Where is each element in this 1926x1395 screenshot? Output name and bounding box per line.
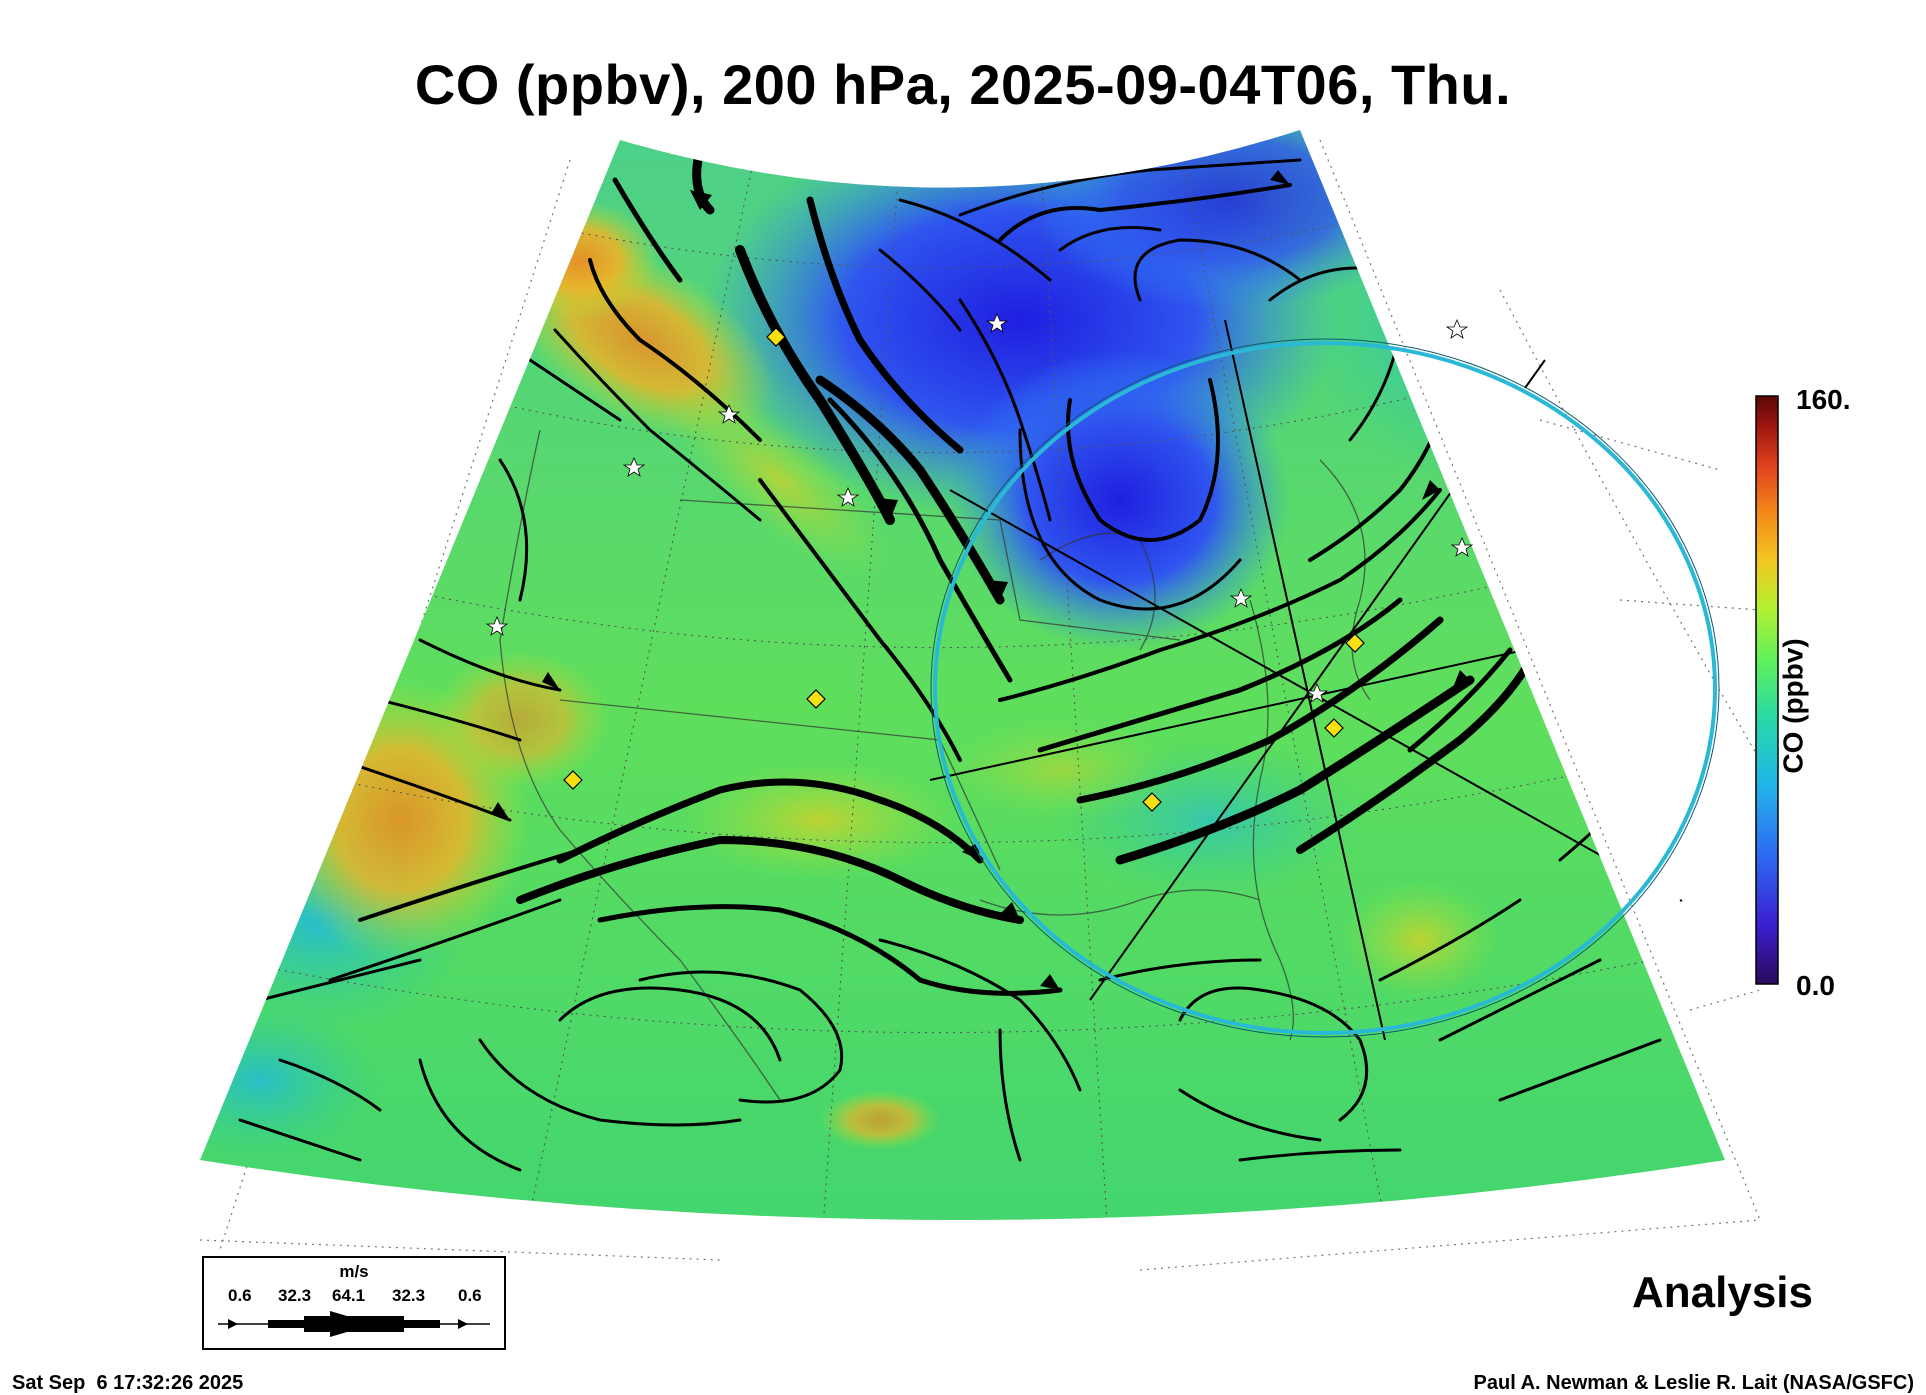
- colorbar: [1755, 395, 1779, 985]
- streamlines: [238, 145, 1662, 1172]
- range-ring: [933, 341, 1717, 1035]
- wind-legend-arrows: [218, 1311, 490, 1337]
- wind-legend: m/s 0.6 32.3 64.1 32.3 0.6: [202, 1256, 506, 1350]
- wind-legend-tick: 64.1: [332, 1286, 366, 1305]
- wind-legend-tick: 32.3: [278, 1286, 312, 1305]
- map-title: CO (ppbv), 200 hPa, 2025-09-04T06, Thu.: [414, 53, 1512, 116]
- wind-legend-tick: 0.6: [458, 1286, 482, 1305]
- colorbar-min-label: 0.0: [1796, 970, 1835, 1001]
- wind-legend-unit: m/s: [339, 1262, 369, 1281]
- footer-credit: Paul A. Newman & Leslie R. Lait (NASA/GS…: [1473, 1372, 1914, 1394]
- station-stars: [485, 312, 1474, 703]
- colorbar-axis-label: CO (ppbv): [1777, 638, 1809, 774]
- graticule-outer: [199, 139, 1761, 1271]
- colorbar-max-label: 160.: [1796, 384, 1851, 415]
- wind-legend-tick: 32.3: [392, 1286, 426, 1305]
- site-diamonds: [563, 327, 1365, 812]
- footer-timestamp: Sat Sep 6 17:32:26 2025: [12, 1372, 244, 1394]
- analysis-label: Analysis: [1632, 1268, 1813, 1317]
- co-field: [200, 130, 1725, 1220]
- colorbar-axis: CO (ppbv): [1778, 638, 1856, 773]
- wind-legend-tick: 0.6: [228, 1286, 252, 1305]
